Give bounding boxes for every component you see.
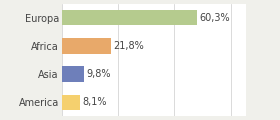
Bar	[62, 95, 80, 110]
Text: 9,8%: 9,8%	[86, 69, 110, 79]
Text: 21,8%: 21,8%	[113, 41, 144, 51]
Bar	[62, 10, 197, 25]
Text: 60,3%: 60,3%	[200, 13, 230, 23]
Bar	[62, 38, 111, 54]
Text: 8,1%: 8,1%	[82, 97, 107, 107]
Bar	[62, 66, 84, 82]
